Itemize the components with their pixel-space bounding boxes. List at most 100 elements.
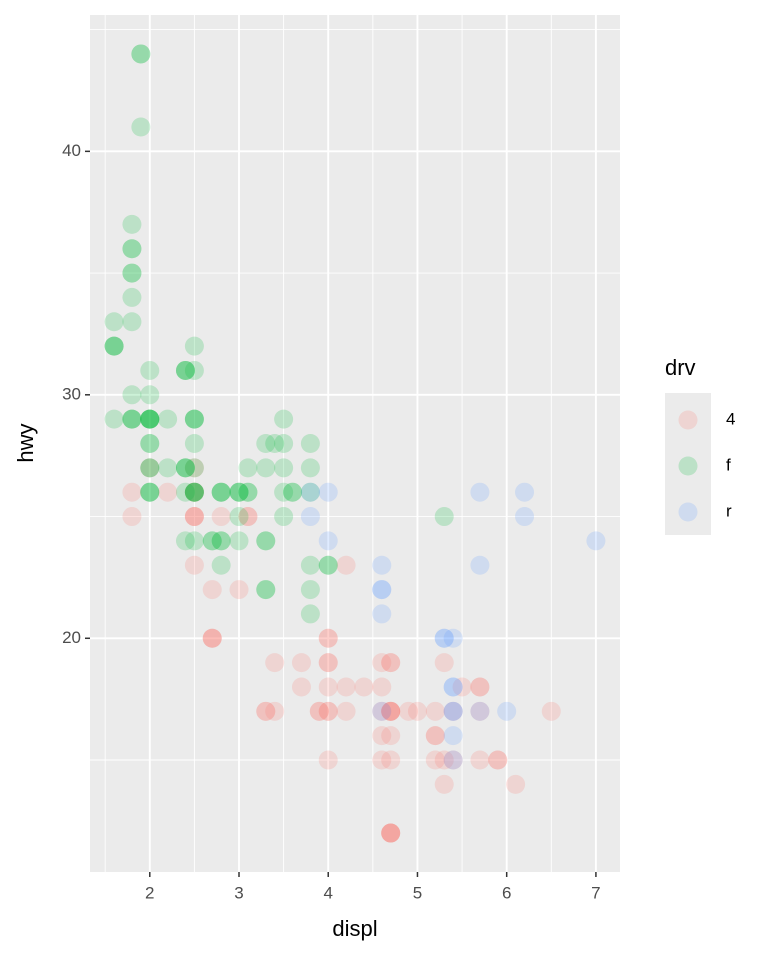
point [300, 604, 320, 624]
point [202, 531, 222, 551]
point [265, 434, 285, 453]
point [184, 507, 204, 527]
point [274, 409, 294, 429]
point [211, 531, 231, 551]
point [318, 653, 338, 673]
point [443, 701, 463, 721]
point [122, 409, 142, 429]
legend-key [678, 410, 698, 430]
y-axis-title: hwy [13, 423, 38, 462]
point [381, 701, 401, 721]
point [318, 555, 338, 575]
point [140, 434, 160, 453]
legend-label: r [726, 501, 732, 520]
point [425, 726, 445, 746]
point [140, 434, 160, 453]
point [184, 458, 204, 478]
point [256, 531, 276, 551]
point [443, 726, 463, 746]
point [229, 482, 249, 502]
point [434, 653, 454, 673]
point [488, 750, 508, 770]
point [470, 677, 490, 697]
point [140, 482, 160, 502]
legend-label: 4 [726, 409, 735, 428]
point [184, 409, 204, 429]
point [184, 458, 204, 478]
point [283, 482, 303, 502]
point [443, 750, 463, 770]
point [184, 555, 204, 575]
point [184, 482, 204, 502]
point [372, 701, 392, 721]
point [175, 360, 195, 380]
point [140, 482, 160, 502]
point [202, 628, 222, 648]
point [318, 531, 338, 551]
point [470, 555, 490, 575]
point [300, 458, 320, 478]
point [470, 482, 490, 502]
x-axis-title: displ [332, 916, 377, 941]
point [381, 701, 401, 721]
point [425, 726, 445, 746]
point [122, 312, 142, 332]
point [211, 555, 231, 575]
point [238, 507, 258, 527]
point [104, 336, 124, 356]
point [104, 336, 124, 356]
x-tick-label: 5 [413, 883, 422, 902]
point [202, 580, 222, 600]
point [131, 117, 151, 137]
point [470, 701, 490, 721]
point [381, 701, 401, 721]
point [122, 263, 142, 283]
point [184, 360, 204, 380]
point [175, 458, 195, 478]
x-tick-label: 4 [323, 883, 332, 902]
point [158, 458, 178, 478]
point [274, 434, 294, 453]
point [184, 409, 204, 429]
legend-title: drv [665, 355, 696, 380]
point [300, 580, 320, 600]
point [381, 750, 401, 770]
y-tick-label: 30 [62, 384, 81, 403]
point [256, 701, 276, 721]
point [300, 507, 320, 527]
point [158, 482, 178, 502]
point [140, 409, 160, 429]
point [336, 555, 356, 575]
legend-label: f [726, 455, 731, 474]
legend-keys [665, 393, 711, 535]
point [381, 823, 401, 843]
point [202, 628, 222, 648]
point [443, 628, 463, 648]
point [175, 458, 195, 478]
point [140, 409, 160, 429]
point [452, 677, 472, 697]
x-tick-label: 7 [591, 883, 600, 902]
point [318, 628, 338, 648]
point [202, 628, 222, 648]
point [211, 482, 231, 502]
point [354, 677, 374, 697]
point [122, 482, 142, 502]
point [256, 531, 276, 551]
point [265, 653, 285, 673]
point [140, 409, 160, 429]
point [184, 434, 204, 453]
point [229, 580, 249, 600]
point [381, 823, 401, 843]
point [184, 482, 204, 502]
point [184, 482, 204, 502]
point [586, 531, 606, 551]
point [238, 507, 258, 527]
point [122, 239, 142, 259]
point [372, 555, 392, 575]
point [372, 604, 392, 624]
point [256, 580, 276, 600]
point [140, 360, 160, 380]
point [184, 409, 204, 429]
